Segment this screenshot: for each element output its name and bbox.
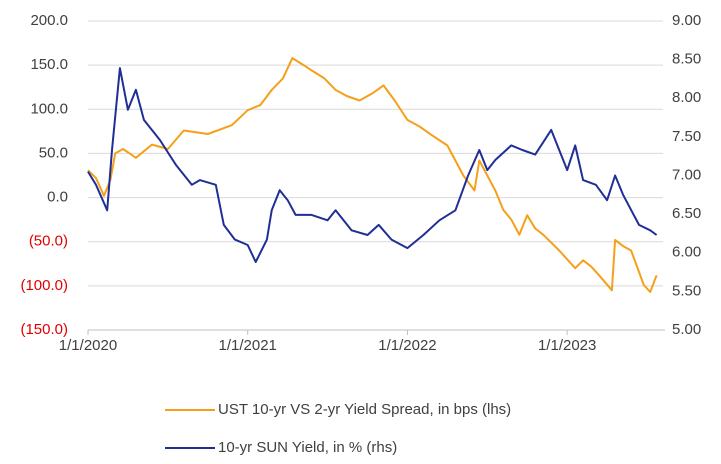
x-tick-label: 1/1/2020: [59, 337, 117, 354]
y2-tick-label: 8.50: [672, 51, 701, 68]
y-tick-label: 200.0: [30, 12, 68, 29]
y-tick-label: (100.0): [20, 277, 68, 294]
y2-tick-label: 8.00: [672, 89, 701, 106]
legend-label: 10-yr SUN Yield, in % (rhs): [218, 439, 397, 456]
series-line: [87, 67, 658, 263]
y2-tick-label: 5.00: [672, 321, 701, 338]
y2-tick-label: 7.00: [672, 166, 701, 183]
series-line: [87, 57, 658, 293]
x-tick-label: 1/1/2021: [219, 337, 277, 354]
x-tick-label: 1/1/2022: [378, 337, 436, 354]
y-tick-label: 100.0: [30, 100, 68, 117]
y-tick-label: (150.0): [20, 321, 68, 338]
y-tick-label: 150.0: [30, 56, 68, 73]
y-tick-label: 50.0: [39, 144, 68, 161]
y-tick-label: 0.0: [47, 189, 68, 206]
x-tick-label: 1/1/2023: [538, 337, 596, 354]
y2-tick-label: 7.50: [672, 128, 701, 145]
y-tick-label: (50.0): [29, 233, 68, 250]
y2-tick-label: 5.50: [672, 282, 701, 299]
y2-tick-label: 9.00: [672, 12, 701, 29]
y2-tick-label: 6.50: [672, 205, 701, 222]
legend-label: UST 10-yr VS 2-yr Yield Spread, in bps (…: [218, 401, 511, 418]
y2-tick-label: 6.00: [672, 244, 701, 261]
